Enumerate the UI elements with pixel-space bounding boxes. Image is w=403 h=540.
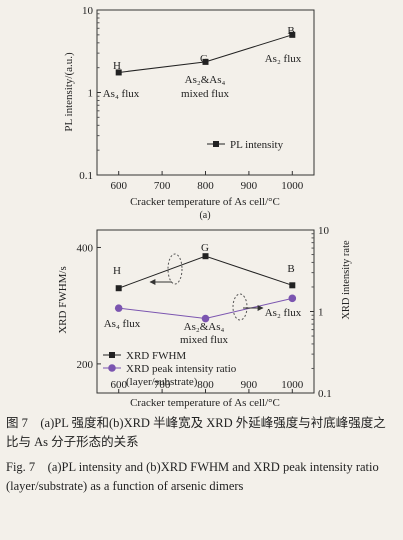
chart-b-ytick-left-label: 200 xyxy=(77,359,94,371)
chart-b-fwhm-point xyxy=(202,253,209,260)
chart-a-xtick-label: 700 xyxy=(154,180,171,192)
chart-a-ytick-label: 0.1 xyxy=(79,170,93,182)
chart-b-axis-indicator-right xyxy=(232,293,264,321)
chart-b-legend-ratio: XRD peak intensity ratio xyxy=(126,363,237,375)
chart-a-point-label-g: G xyxy=(200,53,208,65)
chart-a-annotation-as2as4: As₂&As₄ xyxy=(185,74,226,86)
chart-b-xtick-label: 1000 xyxy=(281,379,304,391)
chart-b-annotation-as2: As₂ flux xyxy=(265,307,302,319)
chart-b-ratio-point xyxy=(201,314,210,323)
chart-b-fwhm-point xyxy=(115,285,122,292)
chart-a: 600 700 800 900 1000 10 1 0.1 PL intensity/(a.… xyxy=(63,5,315,221)
chart-a-xtick-label: 1000 xyxy=(281,180,304,192)
chart-a-xtick-label: 600 xyxy=(110,180,127,192)
chart-b-annotation-mixed: mixed flux xyxy=(180,334,228,346)
chart-b-xtick-label: 700 xyxy=(154,379,171,391)
chart-b-xtick-label: 900 xyxy=(241,379,258,391)
chart-a-xlabel: Cracker temperature of As cell/°C xyxy=(130,196,280,208)
chart-b-fwhm-point xyxy=(289,282,296,289)
chart-a-point xyxy=(115,69,122,76)
figure-7: 600 700 800 900 1000 10 1 0.1 PL intensity/(a.… xyxy=(57,5,352,409)
chart-b-point-label-b: B xyxy=(287,263,294,275)
chart-a-point xyxy=(289,31,296,38)
chart-b-xlabel: Cracker temperature of As cell/°C xyxy=(130,397,280,409)
chart-b-ratio-point xyxy=(114,304,123,312)
chart-a-annotation-mixed: mixed flux xyxy=(181,88,229,100)
chart-b-legend: XRD FWHM XRD peak intensity ratio (layer… xyxy=(103,350,237,388)
chart-b-annotation-as4: As₄ flux xyxy=(104,318,141,330)
figure-caption-zh: 图 7 (a)PL 强度和(b)XRD 半峰宽及 XRD 外延峰强度与衬底峰强度… xyxy=(6,416,386,449)
chart-a-xtick-label: 900 xyxy=(241,180,258,192)
chart-a-panel-label: (a) xyxy=(199,210,210,221)
chart-a-point-label-b: B xyxy=(287,25,294,37)
chart-a-ytick-label: 1 xyxy=(88,88,94,100)
chart-b-ylabel-left: XRD FWHM/s xyxy=(57,266,69,334)
chart-a-point xyxy=(202,58,209,65)
chart-b-legend-fwhm: XRD FWHM xyxy=(126,350,186,362)
chart-b-point-label-g: G xyxy=(201,242,209,254)
chart-b-annotation-as2as4: As₂&As₄ xyxy=(184,321,225,333)
chart-b-ytick-left-label: 400 xyxy=(77,242,94,254)
chart-b-xtick-label: 600 xyxy=(110,379,127,391)
chart-a-xtick-label: 800 xyxy=(197,180,214,192)
figure-caption-en: Fig. 7 (a)PL intensity and (b)XRD FWHM a… xyxy=(6,460,379,493)
chart-a-legend: PL intensity xyxy=(207,139,284,151)
chart-b-ylabel-right: XRD intensity rate xyxy=(341,240,352,320)
chart-b-axis-indicator-left xyxy=(149,253,183,285)
chart-b-ratio-point xyxy=(288,294,297,303)
chart-a-legend-label: PL intensity xyxy=(230,139,284,151)
chart-b-ytick-right-label: 1 xyxy=(318,307,324,319)
chart-a-ylabel: PL intensity/(a.u.) xyxy=(63,52,75,132)
chart-a-ytick-label: 10 xyxy=(82,5,94,17)
chart-b-legend-ratio-line2: (layer/substrate) xyxy=(126,376,198,388)
chart-a-point-label-h: H xyxy=(113,60,121,72)
chart-b-fwhm-line xyxy=(118,255,293,289)
chart-b-point-label-h: H xyxy=(113,265,121,277)
chart-b-ytick-right-label: 10 xyxy=(318,225,330,237)
chart-a-annotation-as2: As₂ flux xyxy=(265,53,302,65)
chart-b: 600 700 800 900 1000 400 200 10 1 0.1 XRD FWHM/… xyxy=(57,225,352,409)
chart-b-xtick-label: 800 xyxy=(197,379,214,391)
chart-b-ytick-right-label: 0.1 xyxy=(318,388,332,400)
chart-a-annotation-as4: As₄ flux xyxy=(103,88,140,100)
